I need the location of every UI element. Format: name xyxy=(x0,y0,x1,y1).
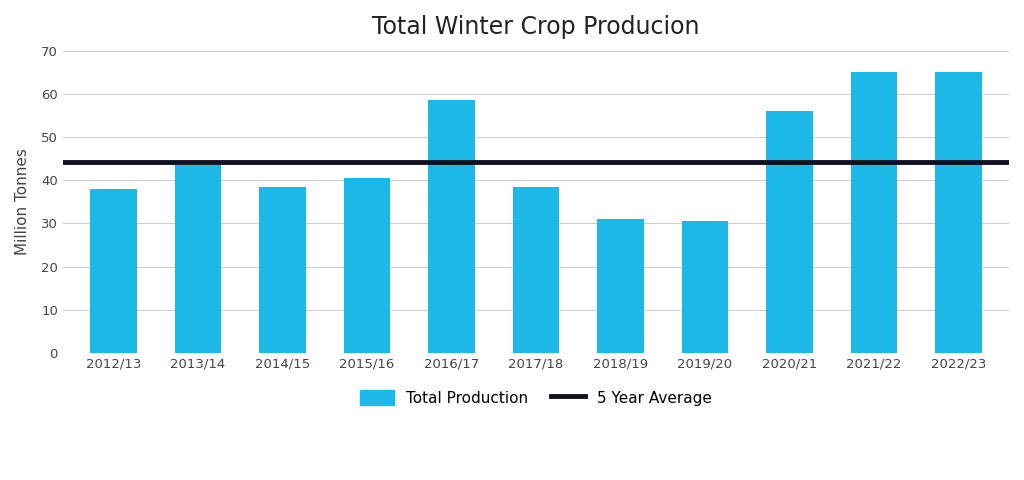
Bar xyxy=(428,100,475,353)
Bar xyxy=(175,165,221,353)
Bar xyxy=(513,187,559,353)
Bar xyxy=(344,178,390,353)
Title: Total Winter Crop Producion: Total Winter Crop Producion xyxy=(372,15,699,39)
Y-axis label: Million Tonnes: Million Tonnes xyxy=(15,148,30,255)
Bar xyxy=(259,187,306,353)
Bar xyxy=(90,189,137,353)
Bar xyxy=(682,221,728,353)
Legend: Total Production, 5 Year Average: Total Production, 5 Year Average xyxy=(354,384,718,412)
Bar xyxy=(597,219,644,353)
Bar xyxy=(851,72,897,353)
Bar xyxy=(766,111,813,353)
Bar xyxy=(935,72,982,353)
